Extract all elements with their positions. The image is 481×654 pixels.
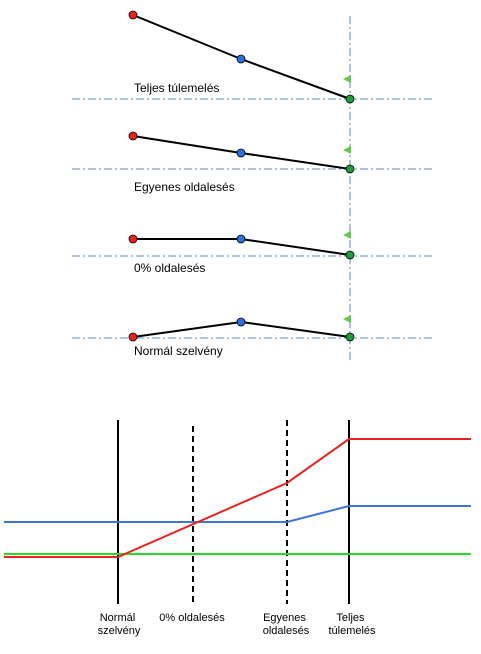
outer-edge-point (128, 10, 138, 20)
axis-point (345, 164, 355, 174)
center-point (236, 317, 246, 327)
transition-label-zero-crossfall: 0% oldalesés (159, 612, 225, 624)
center-point (236, 148, 246, 158)
flag-icon (343, 315, 351, 323)
transition-label-line: Normál (100, 612, 135, 624)
axis-point (345, 250, 355, 260)
transition-label-normal: Normál szelvény (98, 612, 141, 637)
transition-label-line: Teljes (336, 612, 365, 624)
flag-icon (343, 75, 351, 83)
transition-profile: Normál szelvény 0% oldalesés Egyenes old… (4, 420, 471, 637)
cross-sections: Teljes túlemelés Egyenes oldalesés 0% ol… (72, 10, 432, 360)
flag-icon (343, 231, 351, 239)
transition-label-line: oldalesés (263, 625, 310, 637)
cross-section-label: Teljes túlemelés (134, 81, 219, 95)
cross-section-label: Egyenes oldalesés (134, 180, 235, 194)
axis-point (345, 94, 355, 104)
blue-profile-line (4, 505, 471, 523)
transition-label-straight-crossfall: Egyenes oldalesés (263, 612, 310, 637)
outer-edge-point (128, 131, 138, 141)
cross-section-label: Normál szelvény (134, 344, 223, 358)
axis-point (345, 332, 355, 342)
cross-section-zero-crossfall: 0% oldalesés (72, 231, 432, 275)
outer-edge-point (128, 332, 138, 342)
transition-label-line: túlemelés (328, 625, 376, 637)
transition-label-line: 0% oldalesés (159, 612, 225, 624)
transition-label-full-superelevation: Teljes túlemelés (328, 612, 376, 637)
red-profile-line (4, 438, 471, 558)
transition-label-line: Egyenes (263, 612, 306, 624)
flag-icon (343, 146, 351, 154)
center-point (236, 54, 246, 64)
cross-section-normal: Normál szelvény (72, 315, 432, 358)
cross-section-label: 0% oldalesés (134, 261, 205, 275)
transition-label-line: szelvény (98, 625, 141, 637)
outer-edge-point (128, 234, 138, 244)
cross-section-full-superelevation: Teljes túlemelés (72, 10, 432, 104)
cross-section-straight-crossfall: Egyenes oldalesés (72, 131, 432, 194)
center-point (236, 234, 246, 244)
